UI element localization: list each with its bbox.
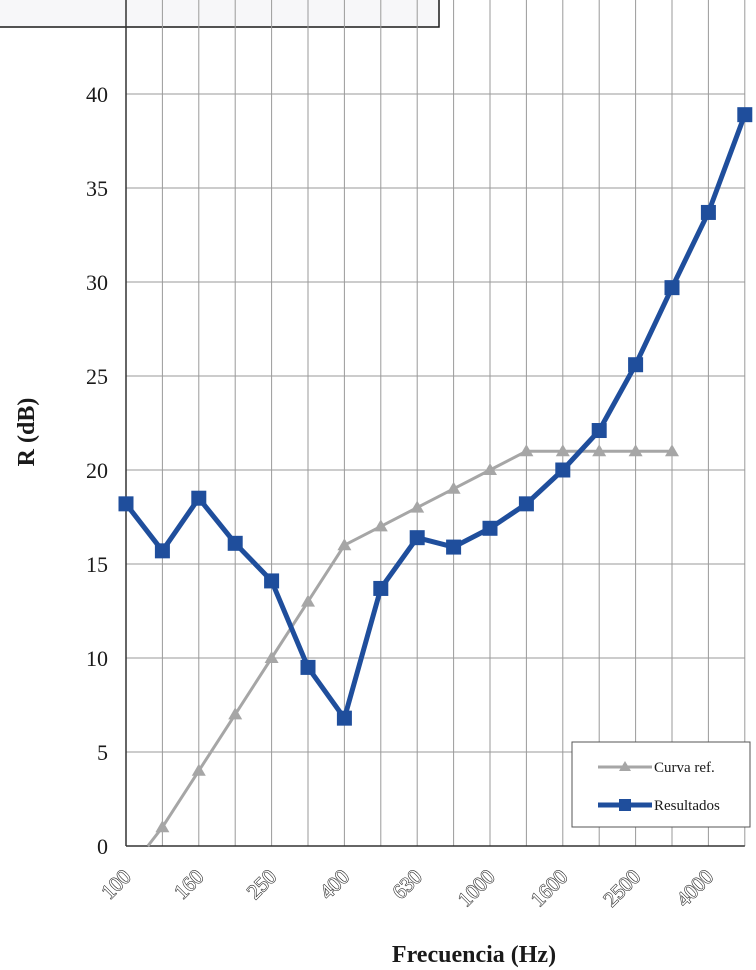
legend: Curva ref. Resultados bbox=[571, 741, 751, 828]
curva-ref-point bbox=[446, 481, 461, 494]
resultados-point bbox=[446, 539, 462, 555]
resultados-point bbox=[482, 520, 498, 536]
resultados-point bbox=[300, 659, 316, 675]
y-tick-label: 40 bbox=[86, 82, 108, 107]
curva-ref-point bbox=[228, 707, 243, 720]
resultados-point bbox=[664, 280, 680, 296]
curva-ref-point bbox=[191, 763, 206, 776]
curva-ref-point bbox=[628, 444, 643, 457]
y-tick-label: 35 bbox=[86, 176, 108, 201]
resultados-point bbox=[737, 107, 753, 123]
y-axis-ticks: 0 5 10 15 20 25 30 35 40 bbox=[86, 82, 108, 859]
resultados-point bbox=[628, 357, 644, 373]
resultados-point bbox=[264, 573, 280, 589]
resultados-point bbox=[336, 710, 352, 726]
curva-ref-point bbox=[555, 444, 570, 457]
legend-marker-triangle bbox=[619, 761, 631, 771]
curva-ref-point bbox=[337, 538, 352, 551]
resultados-point bbox=[227, 535, 243, 551]
curva-ref-point bbox=[264, 651, 279, 663]
resultados-point bbox=[700, 204, 716, 220]
y-axis-title: R (dB) bbox=[14, 398, 40, 467]
legend-label: Resultados bbox=[654, 798, 720, 814]
series-layer bbox=[118, 107, 753, 847]
resultados-point bbox=[373, 580, 389, 596]
legend-marker-square bbox=[619, 799, 631, 811]
y-tick-label: 0 bbox=[97, 834, 108, 859]
y-tick-label: 5 bbox=[97, 740, 108, 765]
curva-ref-point bbox=[519, 444, 534, 457]
resultados-point bbox=[191, 490, 207, 506]
curva-ref-point bbox=[373, 519, 388, 532]
resultados-point bbox=[118, 496, 134, 512]
header-box bbox=[0, 0, 440, 28]
curva-ref-point bbox=[665, 444, 679, 457]
curva-ref-point bbox=[410, 500, 425, 513]
y-tick-label: 15 bbox=[86, 552, 108, 577]
series-line-resultados bbox=[124, 113, 748, 721]
curva-ref-point bbox=[155, 820, 170, 833]
resultados-point bbox=[591, 423, 607, 439]
resultados-point bbox=[555, 462, 571, 478]
resultados-point bbox=[518, 496, 534, 512]
curva-ref-point bbox=[483, 463, 497, 475]
curva-ref-point bbox=[592, 444, 607, 457]
y-tick-label: 10 bbox=[86, 646, 108, 671]
x-axis-title: Frecuencia (Hz) bbox=[392, 942, 556, 968]
resultados-point bbox=[409, 530, 425, 546]
y-tick-label: 20 bbox=[86, 458, 108, 483]
curva-ref-point bbox=[301, 594, 315, 607]
y-tick-label: 25 bbox=[86, 364, 108, 389]
resultados-point bbox=[154, 543, 170, 559]
legend-box bbox=[571, 741, 751, 828]
legend-label: Curva ref. bbox=[654, 760, 715, 776]
y-tick-label: 30 bbox=[86, 270, 108, 295]
